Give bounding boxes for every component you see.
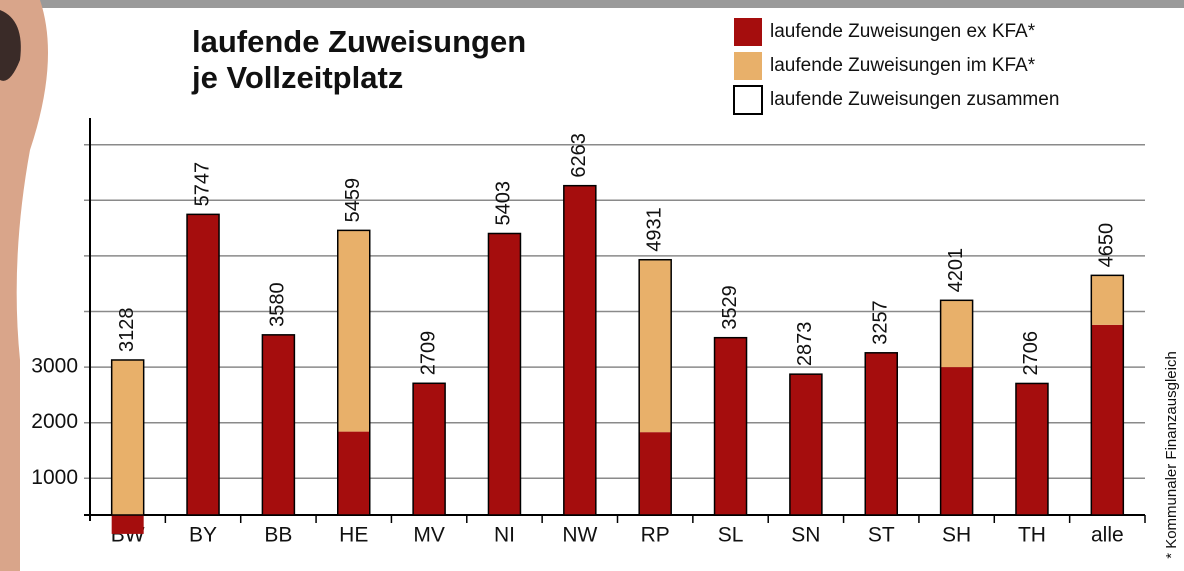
x-tick-label: alle	[1091, 524, 1124, 547]
value-label: 5459	[342, 178, 364, 223]
bar-segment	[187, 214, 219, 515]
bar-segment	[941, 300, 973, 367]
chart-title: je Vollzeitplatz	[191, 60, 403, 95]
value-label: 5747	[191, 162, 213, 207]
bar-segment	[639, 260, 671, 432]
value-label: 4201	[945, 248, 967, 293]
chart-title: laufende Zuweisungen	[192, 24, 526, 59]
legend-label: laufende Zuweisungen im KFA*	[770, 55, 1036, 76]
legend-label: laufende Zuweisungen zusammen	[770, 89, 1059, 110]
bar-segment	[262, 335, 294, 515]
value-label: 3529	[719, 285, 741, 330]
bar-segment	[112, 515, 144, 534]
x-tick-label: ST	[868, 524, 895, 547]
y-tick-label: 3000	[31, 355, 78, 378]
bar-segment	[790, 374, 822, 515]
y-tick-label: 2000	[31, 410, 78, 433]
bar-segment	[1016, 383, 1048, 515]
footnote: * Kommunaler Finanzausgleich	[1163, 351, 1180, 559]
x-tick-label: MV	[413, 524, 445, 547]
bar-segment	[639, 432, 671, 515]
x-tick-label: NW	[562, 524, 597, 547]
value-label: 3257	[870, 300, 892, 345]
x-tick-label: BB	[264, 524, 292, 547]
x-tick-label: TH	[1018, 524, 1046, 547]
value-label: 6263	[568, 133, 590, 178]
value-label: 2709	[417, 331, 439, 376]
x-tick-label: SH	[942, 524, 971, 547]
bar-segment	[1091, 275, 1123, 324]
value-label: 2873	[794, 322, 816, 367]
bar-segment	[338, 230, 370, 431]
x-tick-label: SL	[718, 524, 744, 547]
top-strip	[0, 0, 1184, 8]
x-tick-label: RP	[641, 524, 670, 547]
x-tick-label: HE	[339, 524, 368, 547]
value-label: 3580	[267, 282, 289, 327]
bar-segment	[564, 186, 596, 515]
x-tick-label: SN	[791, 524, 820, 547]
value-label: 4650	[1096, 223, 1118, 268]
chart: laufende Zuweisungen je Vollzeitplatz * …	[0, 0, 1184, 571]
value-label: 2706	[1020, 331, 1042, 376]
bar-segment	[715, 338, 747, 515]
bar-segment	[865, 353, 897, 515]
legend-swatch	[734, 18, 762, 46]
legend-swatch	[734, 86, 762, 114]
legend-swatch	[734, 52, 762, 80]
bar-segment	[941, 367, 973, 515]
bar-segment	[488, 233, 520, 515]
value-label: 4931	[643, 207, 665, 252]
x-tick-label: BY	[189, 524, 217, 547]
bar-segment	[413, 383, 445, 515]
y-tick-label: 1000	[31, 466, 78, 489]
bar-segment	[1091, 325, 1123, 515]
legend-label: laufende Zuweisungen ex KFA*	[770, 21, 1036, 42]
value-label: 5403	[493, 181, 515, 226]
x-tick-label: NI	[494, 524, 515, 547]
value-label: 3128	[116, 307, 138, 352]
bar-segment	[338, 432, 370, 515]
bar-segment	[112, 360, 144, 515]
